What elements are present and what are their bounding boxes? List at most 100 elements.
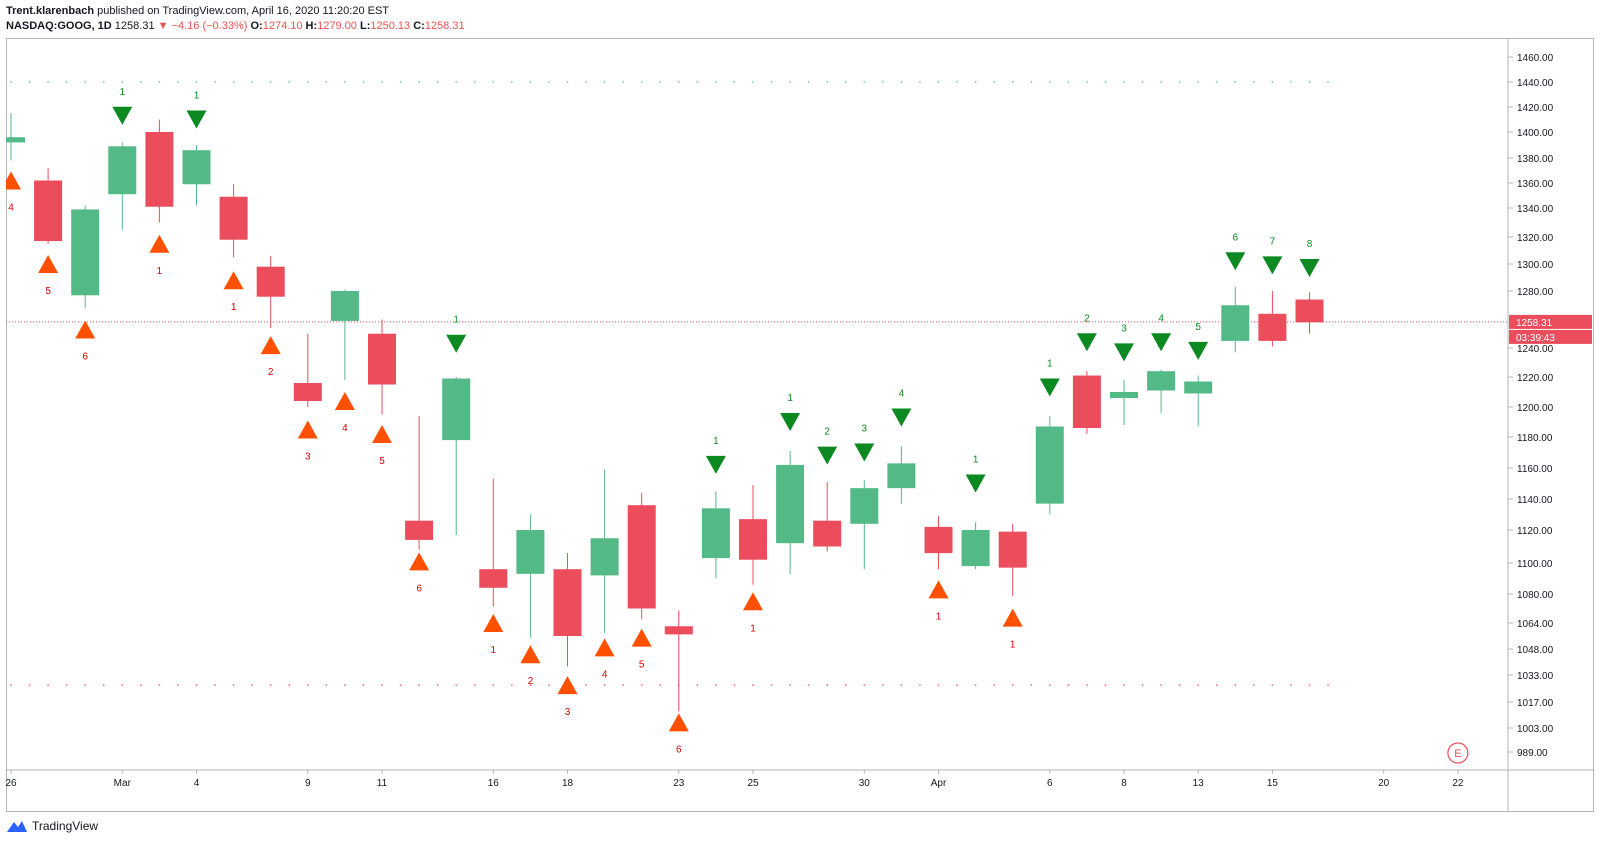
buy-signal-marker[interactable] [409, 552, 430, 571]
candle-body[interactable] [256, 266, 285, 297]
earnings-event-icon[interactable] [1447, 742, 1469, 764]
sell-signal-marker[interactable] [1188, 341, 1209, 360]
candle-body[interactable] [1035, 426, 1064, 504]
candle-body[interactable] [1147, 371, 1176, 391]
candle-body[interactable] [0, 137, 25, 143]
candle-body[interactable] [961, 530, 990, 567]
candle-body[interactable] [1295, 299, 1324, 323]
upper-dots-level [826, 81, 829, 83]
buy-signal-marker[interactable] [75, 320, 96, 339]
tradingview-footer[interactable]: TradingView [6, 816, 98, 836]
sell-signal-marker[interactable] [780, 413, 801, 431]
buy-signal-marker[interactable] [928, 580, 949, 599]
candle-body[interactable] [108, 146, 137, 195]
lower-dots-level [121, 684, 124, 687]
sell-signal-marker[interactable] [1114, 343, 1134, 362]
candle-body[interactable] [442, 378, 471, 441]
buy-signal-marker[interactable] [483, 614, 504, 632]
candle-body[interactable] [701, 508, 730, 559]
candle-body[interactable] [813, 520, 842, 547]
buy-signal-marker[interactable] [594, 638, 615, 657]
lower-dots-level [269, 684, 272, 687]
buy-signal-marker[interactable] [260, 336, 281, 355]
sell-signal-marker[interactable] [1299, 259, 1320, 278]
candle-body[interactable] [1110, 392, 1138, 398]
candle-body[interactable] [182, 150, 211, 185]
candle-body[interactable] [516, 530, 545, 574]
price-tick-label: 1048.00 [1517, 645, 1554, 656]
buy-signal-marker[interactable] [557, 676, 578, 695]
bar-countdown-label: 03:39:43 [1516, 333, 1555, 344]
high-label: H: [305, 20, 318, 32]
candle-body[interactable] [887, 463, 916, 489]
candle-body[interactable] [71, 209, 100, 296]
candle-body[interactable] [1072, 375, 1101, 428]
candle-body[interactable] [1184, 381, 1213, 394]
buy-signal-marker[interactable] [223, 271, 244, 290]
candle-body[interactable] [664, 626, 693, 635]
lower-dots-level [139, 684, 142, 687]
sell-signal-marker[interactable] [446, 334, 467, 353]
buy-signal-marker[interactable] [743, 592, 763, 611]
candle-body[interactable] [998, 531, 1027, 568]
sell-signal-marker[interactable] [1039, 378, 1060, 397]
symbol-label[interactable]: NASDAQ:GOOG, 1D [6, 20, 112, 32]
lower-dots-level [733, 684, 736, 687]
candle-body[interactable] [293, 383, 322, 401]
candle-body[interactable] [850, 488, 879, 524]
sell-signal-marker[interactable] [1076, 333, 1097, 352]
buy-signal-marker[interactable] [334, 392, 355, 410]
sell-signal-marker[interactable] [186, 110, 207, 129]
sell-signal-marker[interactable] [817, 446, 838, 465]
candle-body[interactable] [1221, 305, 1250, 341]
candle-body[interactable] [739, 519, 767, 560]
sell-signal-marker[interactable] [965, 474, 986, 493]
sell-signal-marker[interactable] [854, 443, 875, 462]
candlestick-chart[interactable]: 1460.00 1440.00 1420.00 1400.00 1380.00 1360.… [0, 38, 1594, 812]
candle-body[interactable] [590, 538, 619, 576]
lower-dots-level [603, 684, 606, 687]
sell-signal-marker[interactable] [1262, 256, 1283, 275]
lower-dots-level [344, 684, 346, 687]
low-label: L: [359, 20, 371, 32]
buy-signal-marker[interactable] [1002, 608, 1023, 627]
candle-body[interactable] [479, 569, 508, 588]
upper-dots-level [1141, 81, 1144, 83]
lower-dots-level [102, 684, 105, 687]
candle-body[interactable] [1258, 313, 1287, 341]
price-tick-label: 1080.00 [1517, 590, 1554, 601]
candle-body[interactable] [405, 520, 434, 540]
upper-dots-level [900, 81, 903, 83]
sell-signal-marker[interactable] [891, 408, 912, 427]
upper-dots-level [381, 81, 383, 83]
author-name[interactable]: Trent.klarenbach [6, 5, 95, 17]
lower-dots-level [47, 684, 49, 687]
buy-signal-marker[interactable] [372, 425, 392, 443]
sell-signal-count: 1 [120, 87, 126, 98]
candle-body[interactable] [145, 132, 174, 207]
sell-signal-marker[interactable] [1151, 333, 1172, 352]
upper-dots-level [344, 81, 346, 83]
sell-signal-marker[interactable] [705, 455, 726, 474]
buy-signal-marker[interactable] [520, 645, 541, 664]
upper-dots-level [752, 81, 754, 83]
chart-area[interactable]: 1460.00 1440.00 1420.00 1400.00 1380.00 1360.… [0, 38, 1594, 812]
upper-dots-level [418, 81, 420, 83]
buy-signal-marker[interactable] [38, 255, 59, 273]
candle-body[interactable] [627, 505, 656, 609]
candle-body[interactable] [219, 196, 248, 240]
sell-signal-marker[interactable] [112, 106, 133, 125]
candle-body[interactable] [34, 180, 63, 242]
time-tick-label: 16 [488, 778, 500, 789]
candle-body[interactable] [924, 526, 953, 554]
candle-body[interactable] [330, 291, 359, 321]
candle-body[interactable] [776, 464, 805, 544]
candle-body[interactable] [553, 569, 582, 636]
buy-signal-marker[interactable] [149, 234, 170, 253]
buy-signal-marker[interactable] [631, 628, 652, 647]
buy-signal-marker[interactable] [297, 420, 318, 439]
candle-body[interactable] [368, 333, 396, 385]
sell-signal-marker[interactable] [1225, 252, 1246, 271]
buy-signal-marker[interactable] [1, 171, 21, 190]
buy-signal-marker[interactable] [668, 713, 689, 732]
